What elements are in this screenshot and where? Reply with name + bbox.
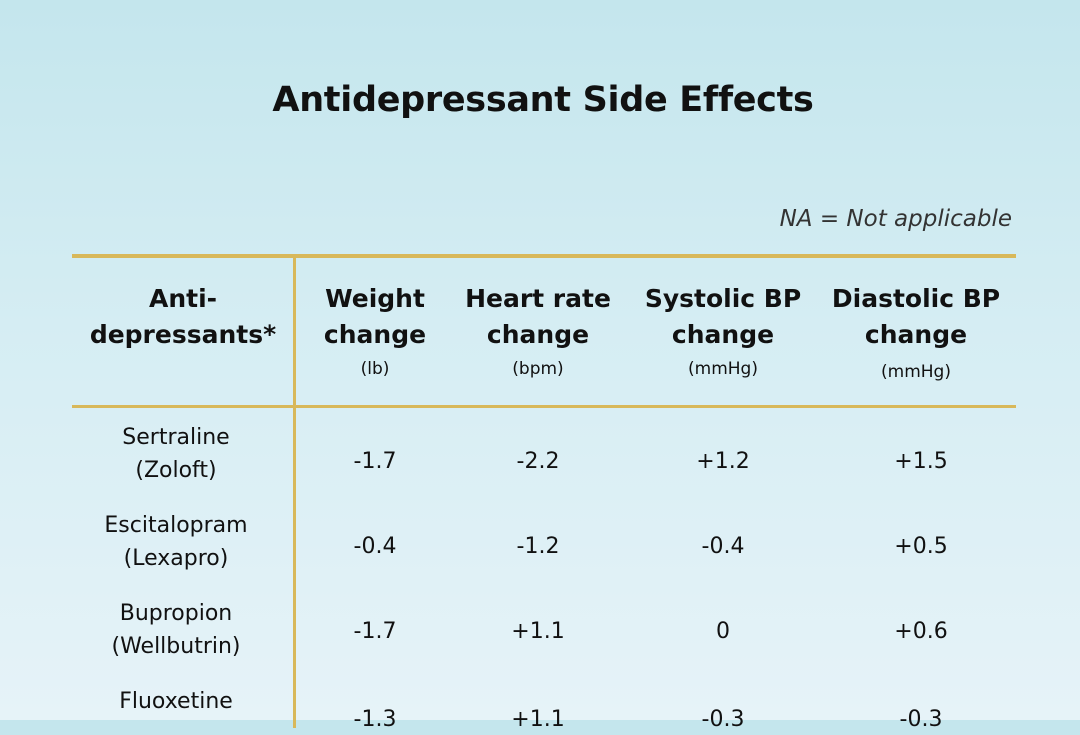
header-antidepressants: Anti- depressants* — [76, 281, 290, 353]
header-diastolic-unit: (mmHg) — [881, 362, 951, 382]
header-weight-line2: change — [323, 320, 427, 349]
diastolic-bp-change-value: +1.5 — [894, 449, 948, 474]
table-top-rule — [72, 254, 1016, 258]
drug-brand-name: (Zoloft) — [135, 458, 217, 483]
diastolic-bp-change-value: -0.3 — [899, 707, 943, 732]
heart-rate-change-value: -2.2 — [516, 449, 560, 474]
drug-brand-name: (Lexapro) — [123, 546, 229, 571]
header-diastolic-bp-change: Diastolic BP change (mmHg) — [818, 281, 1014, 382]
heart-rate-change-value: +1.1 — [511, 619, 565, 644]
diastolic-bp-change-value: +0.6 — [894, 619, 948, 644]
systolic-bp-change-value: +1.2 — [696, 449, 750, 474]
header-antidepressants-line1: Anti- — [148, 284, 218, 313]
weight-change-value: -1.3 — [353, 707, 397, 732]
diastolic-bp-change-value: +0.5 — [894, 534, 948, 559]
header-systolic-line1: Systolic BP — [644, 284, 802, 313]
drug-generic-name: Fluoxetine — [119, 689, 233, 714]
header-weight-change: Weight change (lb) — [296, 281, 454, 379]
header-antidepressants-line2: depressants* — [89, 320, 277, 349]
systolic-bp-change-value: -0.3 — [701, 707, 745, 732]
drug-generic-name: Sertraline — [122, 425, 230, 450]
header-weight-line1: Weight — [325, 284, 425, 313]
header-diastolic-line2: change — [864, 320, 968, 349]
weight-change-value: -0.4 — [353, 534, 397, 559]
header-heart-rate-change: Heart rate change (bpm) — [450, 281, 626, 379]
weight-change-value: -1.7 — [353, 449, 397, 474]
header-systolic-line2: change — [671, 320, 775, 349]
systolic-bp-change-value: 0 — [716, 619, 730, 644]
drug-name: Fluoxetine — [76, 685, 276, 718]
header-divider-rule — [72, 405, 1016, 408]
heart-rate-change-value: +1.1 — [511, 707, 565, 732]
header-systolic-unit: (mmHg) — [688, 359, 758, 379]
drug-name: Escitalopram (Lexapro) — [76, 509, 276, 575]
drug-column-divider — [293, 258, 296, 728]
header-heart-line2: change — [486, 320, 590, 349]
systolic-bp-change-value: -0.4 — [701, 534, 745, 559]
heart-rate-change-value: -1.2 — [516, 534, 560, 559]
drug-name: Bupropion (Wellbutrin) — [76, 597, 276, 663]
header-heart-line1: Heart rate — [465, 284, 611, 313]
header-weight-unit: (lb) — [360, 359, 390, 379]
header-systolic-bp-change: Systolic BP change (mmHg) — [628, 281, 818, 379]
weight-change-value: -1.7 — [353, 619, 397, 644]
drug-name: Sertraline (Zoloft) — [76, 421, 276, 487]
drug-brand-name: (Wellbutrin) — [111, 634, 241, 659]
drug-generic-name: Escitalopram — [104, 513, 248, 538]
drug-generic-name: Bupropion — [119, 601, 233, 626]
na-note: NA = Not applicable — [779, 206, 1012, 232]
page-title: Antidepressant Side Effects — [272, 80, 814, 120]
header-heart-unit: (bpm) — [512, 359, 564, 379]
header-diastolic-line1: Diastolic BP — [831, 284, 1001, 313]
